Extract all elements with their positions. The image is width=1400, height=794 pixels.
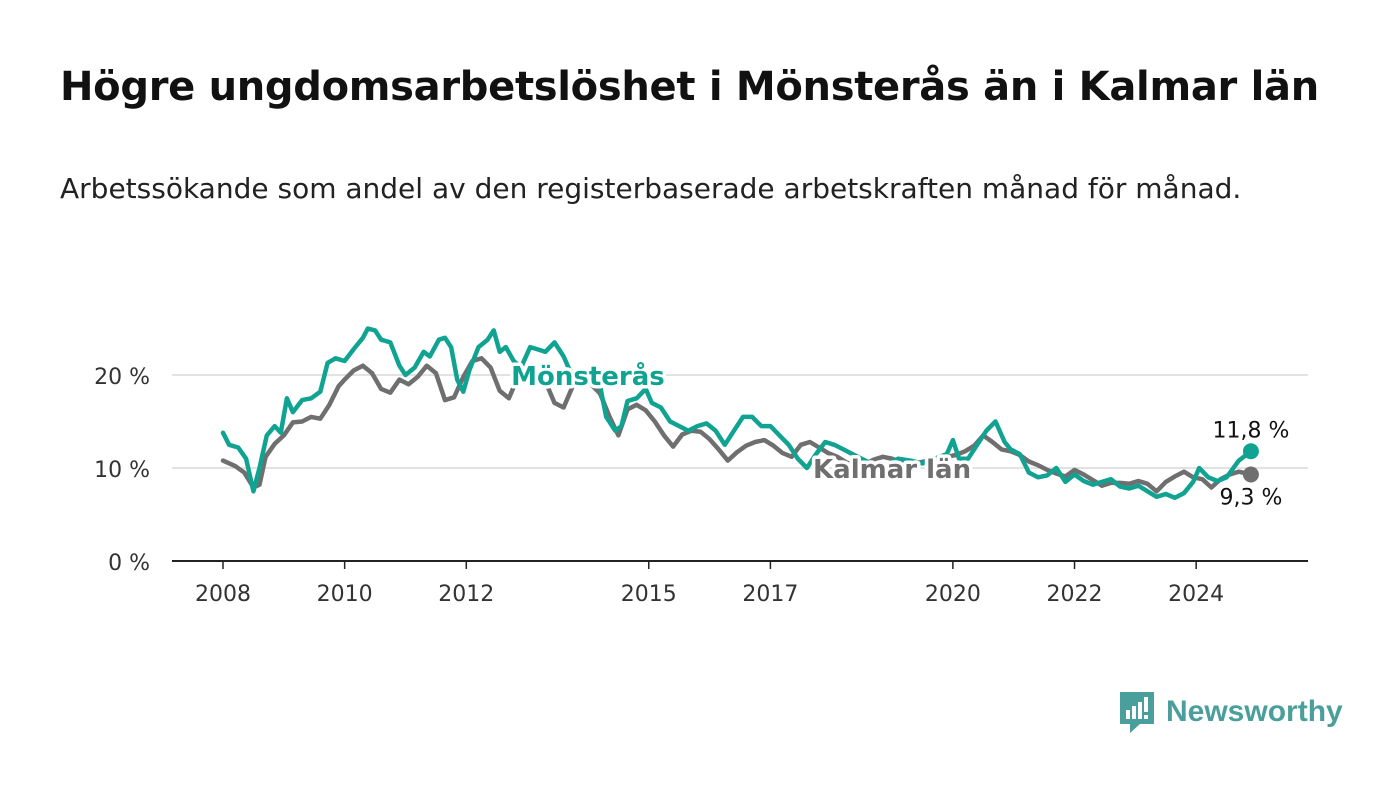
end-value-label: 11,8 % [1212,418,1289,443]
series-name-label: Kalmar län [813,455,971,485]
x-tick-label: 2012 [438,582,494,607]
chart-title: Högre ungdomsarbetslöshet i Mönsterås än… [60,64,1319,110]
series-labels: 9,3 % 11,8 % Mönsterås Kalmar län [508,357,1290,511]
newsworthy-icon [1120,692,1154,733]
series-name-label: Mönsterås [511,360,665,392]
x-tick-label: 2024 [1168,582,1224,607]
x-tick-label: 2022 [1047,582,1103,607]
x-tick-label: 2020 [925,582,981,607]
series-line-kalmar-län [220,356,1254,494]
x-tick-label: 2017 [742,582,798,607]
chart-subtitle: Arbetssökande som andel av den registerb… [60,172,1242,205]
y-axis-ticks: 0 % 10 % 20 % [94,365,150,576]
brand-name: Newsworthy [1166,695,1343,728]
y-tick-label: 10 % [94,458,150,483]
series-line-mönsterås [220,326,1254,501]
x-tick-label: 2015 [621,582,677,607]
x-axis: 2008 2010 2012 2015 2017 2020 2022 2024 [172,560,1308,607]
series-end-point-kalmar-län [1242,466,1259,483]
y-tick-label: 0 % [108,551,150,576]
grid-lines [172,374,1308,469]
x-tick-label: 2010 [317,582,373,607]
x-tick-label: 2008 [195,582,251,607]
y-tick-label: 20 % [94,365,150,390]
series-lines [220,326,1259,501]
series-end-point-mönsterås [1242,443,1259,460]
brand-logo: Newsworthy [1118,690,1343,734]
end-value-label: 9,3 % [1219,486,1282,511]
